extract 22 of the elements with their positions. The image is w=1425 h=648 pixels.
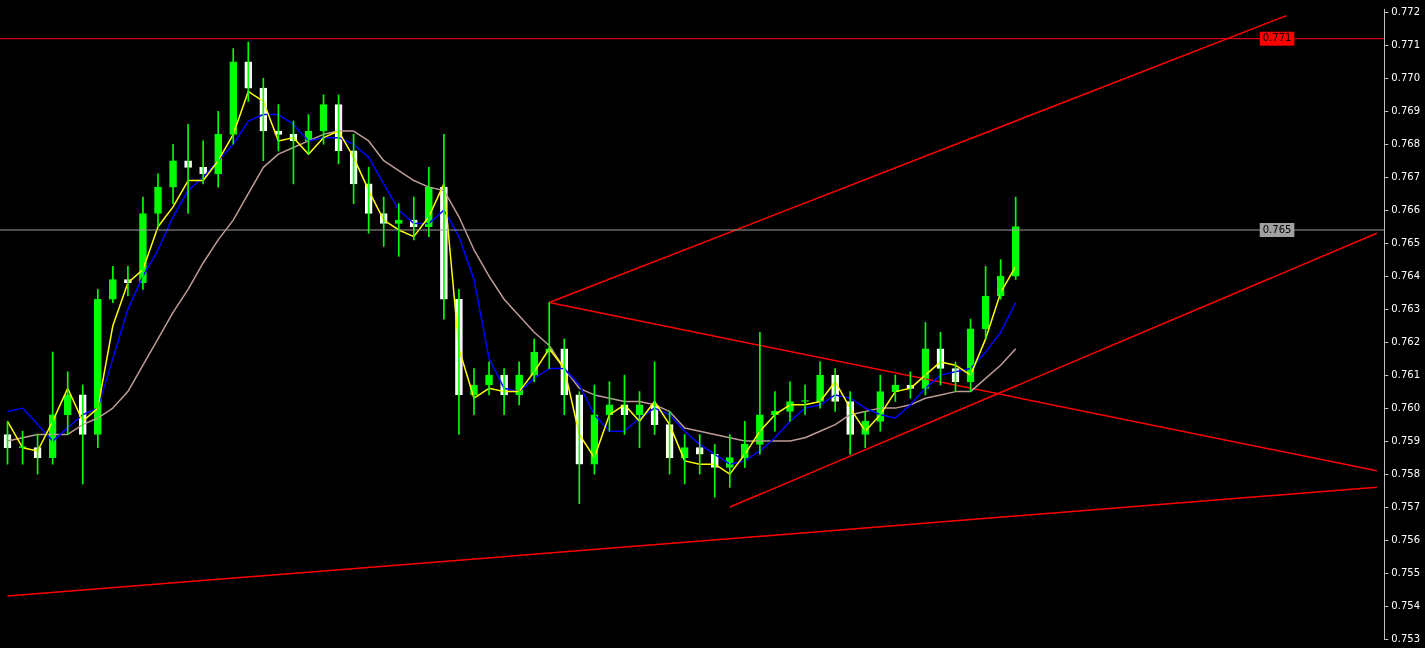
y-tick-label: 0.767 (1391, 170, 1421, 182)
y-tick-label: 0.771 (1391, 38, 1421, 50)
y-tick-label: 0.753 (1391, 632, 1421, 644)
y-tick-label: 0.761 (1391, 368, 1421, 380)
y-tick-label: 0.763 (1391, 302, 1421, 314)
ref-line-label: 0.771 (1262, 32, 1292, 44)
y-tick-label: 0.769 (1391, 104, 1421, 116)
y-tick-label: 0.755 (1391, 566, 1421, 578)
ref-line-label: 0.765 (1262, 223, 1292, 235)
y-tick-label: 0.765 (1391, 236, 1421, 248)
y-tick-label: 0.764 (1391, 269, 1421, 281)
y-tick-label: 0.762 (1391, 335, 1421, 347)
y-tick-label: 0.759 (1391, 434, 1421, 446)
y-tick-label: 0.756 (1391, 533, 1421, 545)
y-tick-label: 0.760 (1391, 401, 1421, 413)
y-tick-label: 0.754 (1391, 599, 1421, 611)
y-tick-label: 0.758 (1391, 467, 1421, 479)
y-tick-label: 0.757 (1391, 500, 1421, 512)
y-tick-label: 0.766 (1391, 203, 1421, 215)
y-tick-label: 0.772 (1391, 5, 1421, 17)
y-tick-label: 0.770 (1391, 71, 1421, 83)
y-tick-label: 0.768 (1391, 137, 1421, 149)
